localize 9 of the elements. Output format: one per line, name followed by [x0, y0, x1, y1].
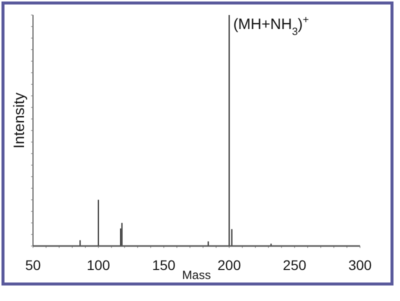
x-tick-label: 200: [218, 257, 242, 273]
x-tick-label: 250: [282, 257, 306, 273]
x-tick-label: 150: [152, 257, 176, 273]
y-axis-title: Intensity: [11, 92, 28, 148]
x-tick-label: 50: [25, 257, 41, 273]
x-tick-label: 100: [86, 257, 110, 273]
x-axis-title: Mass: [182, 268, 211, 282]
x-tick-label: 300: [348, 257, 372, 273]
annotation: (MH+NH$_{3}$)$^{+}$: [233, 14, 309, 38]
